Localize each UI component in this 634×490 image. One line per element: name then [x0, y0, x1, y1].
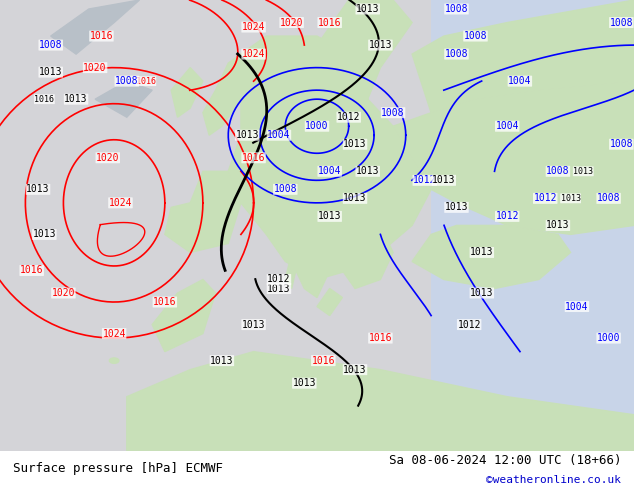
Text: 1013: 1013 — [235, 130, 259, 140]
Polygon shape — [412, 225, 571, 289]
Polygon shape — [317, 0, 412, 99]
FancyBboxPatch shape — [0, 0, 431, 490]
Text: 1016: 1016 — [368, 333, 392, 343]
Text: 1008: 1008 — [609, 18, 633, 27]
Polygon shape — [95, 81, 152, 117]
Polygon shape — [393, 81, 634, 234]
Text: 1013: 1013 — [432, 175, 456, 185]
Polygon shape — [228, 36, 431, 279]
Text: 1004: 1004 — [495, 121, 519, 131]
Text: 1008: 1008 — [39, 40, 63, 50]
Polygon shape — [285, 217, 330, 297]
Text: 1008: 1008 — [381, 108, 405, 118]
Text: 1024: 1024 — [108, 198, 133, 208]
Text: 1012: 1012 — [495, 211, 519, 221]
Text: 1013: 1013 — [368, 40, 392, 50]
Text: 1012: 1012 — [413, 175, 437, 185]
Text: 1016: 1016 — [318, 18, 342, 27]
Text: 1013: 1013 — [32, 229, 56, 240]
Text: 1000: 1000 — [597, 333, 621, 343]
Text: 1013: 1013 — [343, 194, 367, 203]
Text: 1012: 1012 — [533, 194, 557, 203]
Polygon shape — [317, 289, 342, 316]
Text: 1013: 1013 — [343, 139, 367, 149]
Text: 1008: 1008 — [546, 166, 570, 176]
Ellipse shape — [109, 358, 119, 364]
Text: 1013: 1013 — [560, 194, 581, 203]
Text: 1013: 1013 — [26, 184, 50, 195]
Text: 1020: 1020 — [51, 288, 75, 298]
Polygon shape — [51, 0, 139, 54]
Text: 1008: 1008 — [597, 194, 621, 203]
Text: 1004: 1004 — [565, 301, 589, 312]
Text: 1012: 1012 — [267, 274, 291, 285]
Text: 1008: 1008 — [115, 76, 139, 86]
Text: 1008: 1008 — [463, 31, 488, 41]
Text: 1012: 1012 — [457, 319, 481, 330]
Text: 1013: 1013 — [267, 284, 291, 294]
Text: 1013: 1013 — [64, 94, 88, 104]
Text: 1013: 1013 — [39, 67, 63, 77]
Polygon shape — [412, 0, 634, 113]
Text: 1004: 1004 — [508, 76, 532, 86]
Text: 1024: 1024 — [102, 329, 126, 339]
Text: 1013: 1013 — [318, 211, 342, 221]
Text: 1008: 1008 — [444, 4, 469, 14]
Text: 1013: 1013 — [242, 319, 266, 330]
Polygon shape — [342, 217, 393, 289]
Text: 1013: 1013 — [343, 365, 367, 375]
Text: 1013: 1013 — [546, 220, 570, 230]
Text: 1013: 1013 — [292, 378, 316, 388]
Polygon shape — [165, 172, 241, 252]
Text: 1016: 1016 — [34, 95, 55, 104]
Polygon shape — [152, 279, 216, 352]
Text: 1024: 1024 — [242, 22, 266, 32]
Text: 1013: 1013 — [573, 167, 593, 176]
Text: 1004: 1004 — [318, 166, 342, 176]
Polygon shape — [317, 63, 342, 99]
Text: 1016: 1016 — [89, 31, 113, 41]
Text: 1016: 1016 — [311, 356, 335, 366]
Polygon shape — [203, 54, 254, 135]
Text: 1012: 1012 — [337, 112, 361, 122]
Text: 1008: 1008 — [273, 184, 297, 195]
Text: 1008: 1008 — [609, 139, 633, 149]
Text: 1016: 1016 — [153, 297, 177, 307]
Polygon shape — [285, 252, 298, 289]
Text: 1013: 1013 — [210, 356, 234, 366]
Text: 1020: 1020 — [280, 18, 304, 27]
Text: 1004: 1004 — [267, 130, 291, 140]
Text: 1008: 1008 — [444, 49, 469, 59]
Polygon shape — [127, 352, 634, 451]
Polygon shape — [292, 225, 304, 262]
Text: 1020: 1020 — [83, 63, 107, 73]
Text: ©weatheronline.co.uk: ©weatheronline.co.uk — [486, 475, 621, 485]
Text: Surface pressure [hPa] ECMWF: Surface pressure [hPa] ECMWF — [13, 462, 223, 475]
Text: 1000: 1000 — [305, 121, 329, 131]
Text: 1013: 1013 — [356, 166, 380, 176]
Text: 1016: 1016 — [242, 153, 266, 163]
Text: 1013: 1013 — [470, 247, 494, 257]
Text: 1016: 1016 — [20, 266, 44, 275]
Polygon shape — [171, 68, 203, 117]
Text: 1016: 1016 — [136, 76, 156, 86]
Text: 1020: 1020 — [96, 153, 120, 163]
Text: Sa 08-06-2024 12:00 UTC (18+66): Sa 08-06-2024 12:00 UTC (18+66) — [389, 454, 621, 467]
Text: 1013: 1013 — [470, 288, 494, 298]
Text: 1013: 1013 — [356, 4, 380, 14]
Text: 1024: 1024 — [242, 49, 266, 59]
Text: 1013: 1013 — [444, 202, 469, 212]
